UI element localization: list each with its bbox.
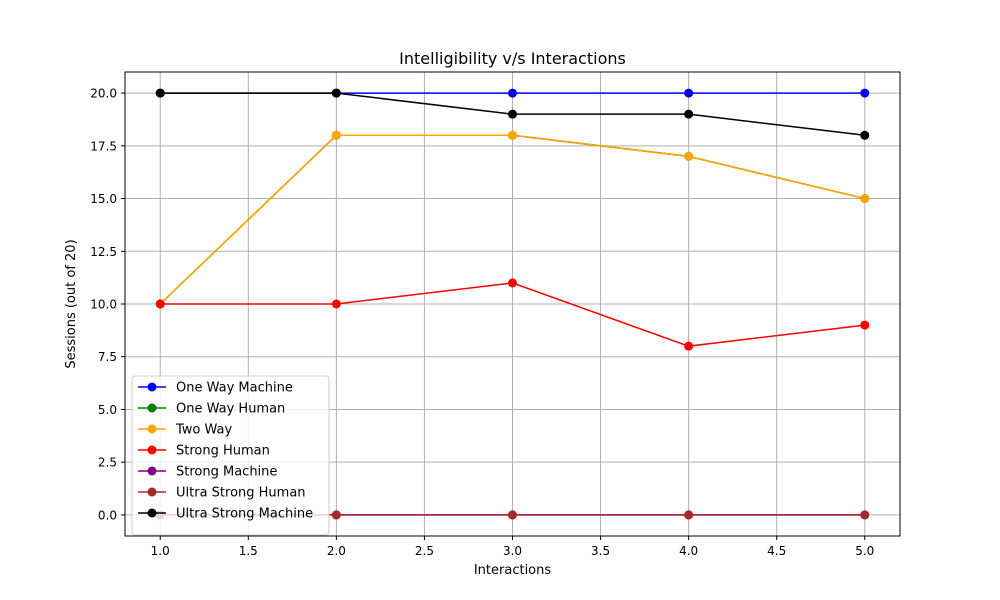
x-axis-label: Interactions [474, 563, 552, 578]
data-point [331, 130, 341, 140]
legend-item: Strong Machine [138, 465, 277, 480]
data-point [684, 151, 694, 161]
data-point [508, 510, 517, 520]
x-tick-label: 4.0 [679, 544, 698, 558]
data-point [508, 130, 517, 140]
legend-marker [147, 424, 157, 434]
x-tick-label: 1.5 [239, 544, 258, 558]
data-point [860, 130, 870, 140]
data-point [860, 88, 870, 98]
y-tick-label: 17.5 [90, 139, 117, 153]
data-point [155, 299, 165, 309]
data-point [331, 88, 341, 98]
y-axis-label: Sessions (out of 20) [64, 239, 79, 368]
data-point [684, 88, 694, 98]
legend-label: One Way Human [176, 402, 285, 417]
legend-item: One Way Machine [138, 381, 293, 396]
data-point [508, 109, 517, 119]
legend-box [131, 375, 330, 536]
x-tick-label: 3.0 [503, 544, 522, 558]
x-tick-label: 4.5 [767, 544, 786, 558]
x-tick-label: 1.0 [151, 544, 170, 558]
y-tick-label: 20.0 [90, 87, 117, 101]
legend-item: Ultra Strong Human [138, 486, 306, 501]
legend-label: One Way Machine [176, 381, 293, 396]
data-point [155, 88, 165, 98]
series-ultra-strong-machine [155, 88, 870, 140]
data-point [508, 88, 517, 98]
x-tick-label: 2.5 [415, 544, 434, 558]
legend-marker [147, 403, 157, 413]
x-tick-label: 3.5 [591, 544, 610, 558]
legend-marker [147, 382, 157, 392]
legend-marker [147, 466, 157, 476]
data-point [684, 109, 694, 119]
data-point [860, 320, 870, 330]
y-tick-label: 2.5 [98, 456, 117, 470]
chart-title: Intelligibility v/s Interactions [399, 49, 626, 68]
data-point [331, 299, 341, 309]
y-tick-label: 5.0 [98, 403, 117, 417]
y-tick-label: 10.0 [90, 298, 117, 312]
data-point [684, 510, 694, 520]
series-strong-human [155, 278, 870, 351]
legend-label: Strong Human [176, 444, 270, 459]
legend-marker [147, 508, 157, 518]
x-tick-label: 2.0 [327, 544, 346, 558]
legend-marker [147, 445, 157, 455]
legend-item: Ultra Strong Machine [138, 507, 313, 522]
data-point [860, 194, 870, 204]
data-point [508, 278, 517, 288]
x-tick-label: 5.0 [855, 544, 874, 558]
legend-marker [147, 487, 157, 497]
y-tick-label: 15.0 [90, 192, 117, 206]
legend-item: Strong Human [138, 444, 270, 459]
legend-label: Strong Machine [176, 465, 277, 480]
legend-item: Two Way [138, 423, 232, 438]
legend-label: Two Way [175, 423, 232, 438]
data-point [684, 341, 694, 351]
data-point [331, 510, 341, 520]
legend: One Way Machine One Way Human Two Way Stron… [131, 375, 330, 536]
legend-label: Ultra Strong Machine [176, 507, 313, 522]
legend-item: One Way Human [138, 402, 285, 417]
data-point [860, 510, 870, 520]
y-tick-label: 0.0 [98, 508, 117, 522]
y-tick-label: 7.5 [98, 350, 117, 364]
y-tick-label: 12.5 [90, 245, 117, 259]
axis-ticks: 1.0 1.5 2.0 2.5 3.0 3.5 4.0 4.5 5.0 0.0 2.5 5.0 7.5 1… [90, 87, 874, 558]
legend-label: Ultra Strong Human [176, 486, 306, 501]
